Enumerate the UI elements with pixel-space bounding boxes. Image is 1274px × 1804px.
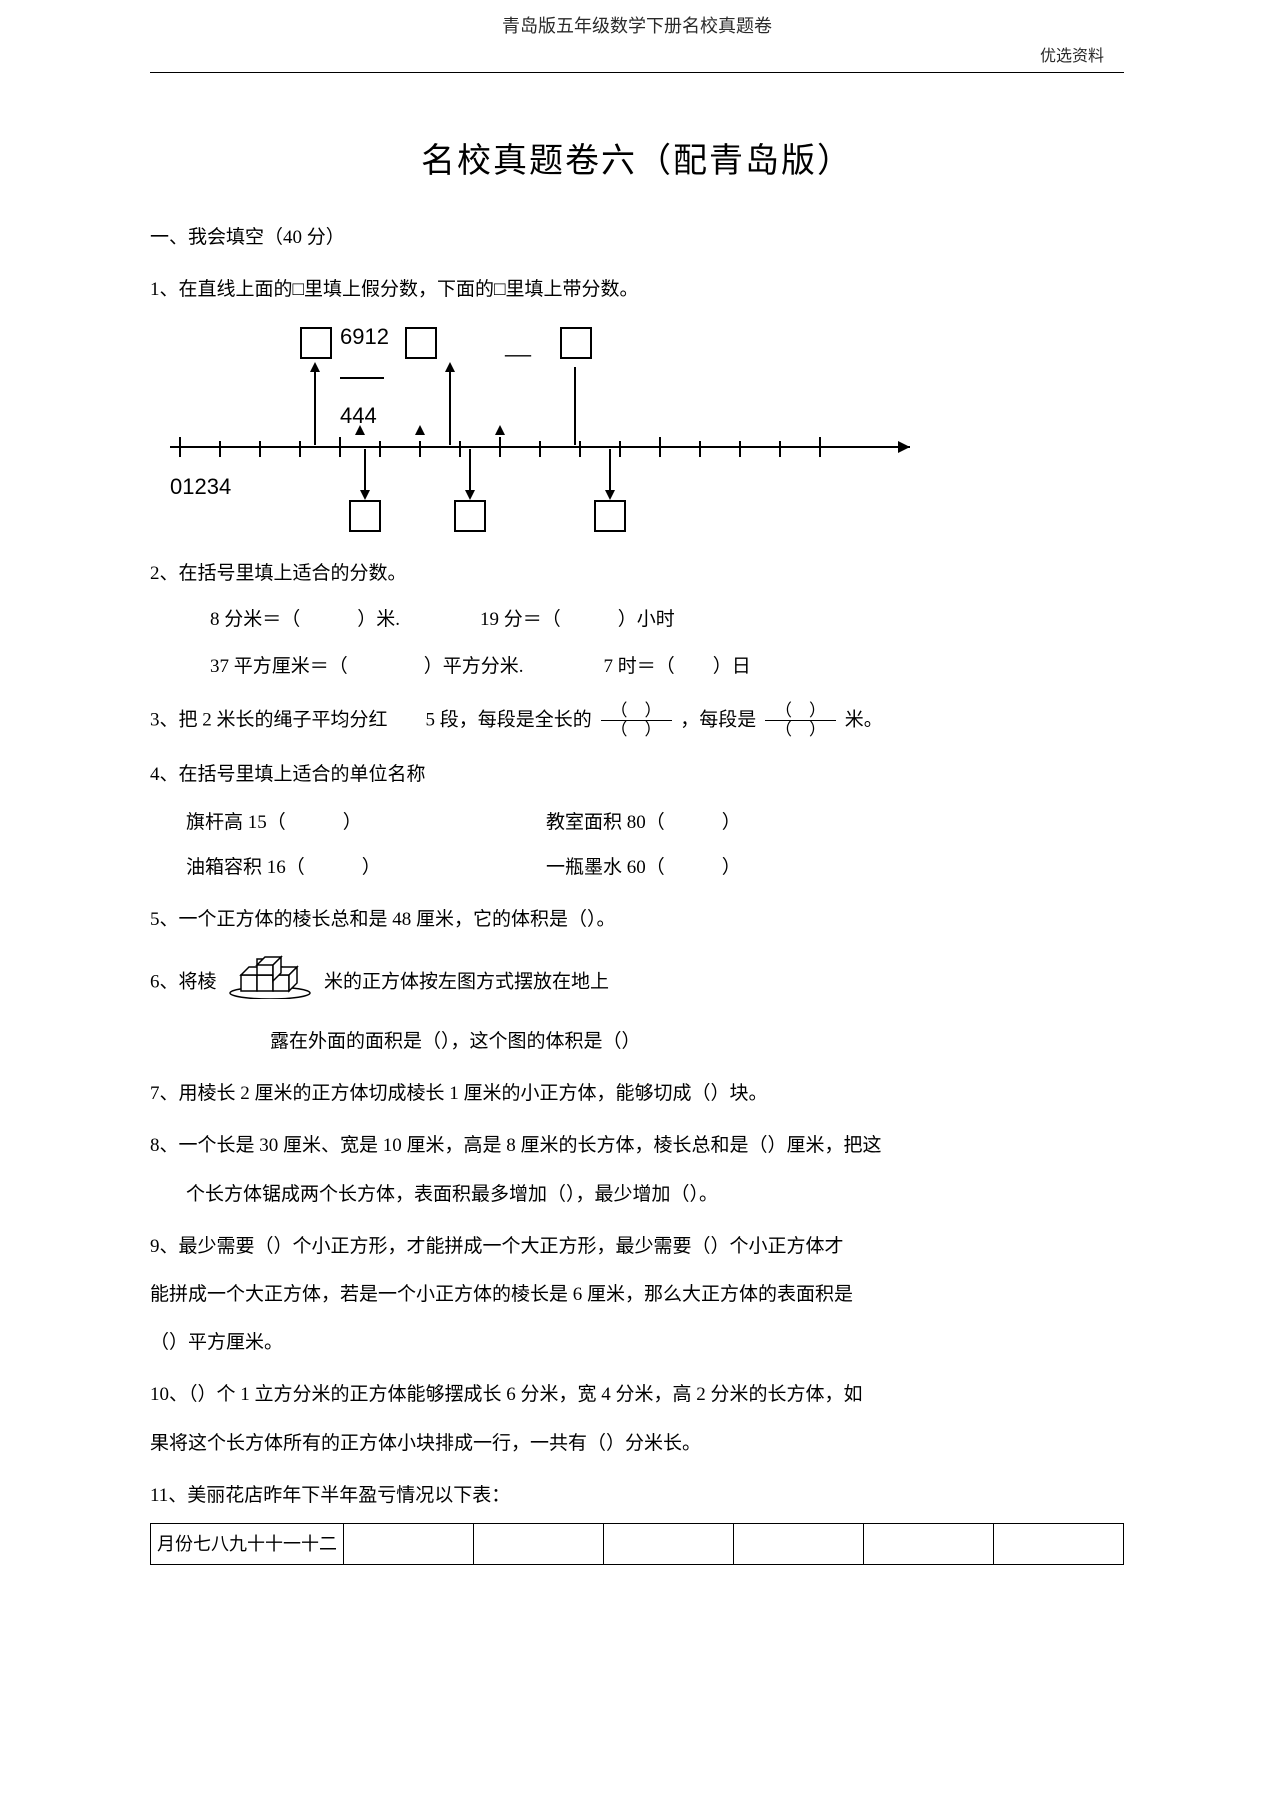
q2-r2b: 7 时＝（ ）日 xyxy=(604,650,751,684)
q6-line1-post: 米的正方体按左图方式摆放在地上 xyxy=(324,971,609,992)
q9-line1: 9、最少需要（）个小正方形，才能拼成一个大正方形，最少需要（）个小正方体才 xyxy=(150,1230,1124,1264)
q8-line2: 个长方体锯成两个长方体，表面积最多增加（），最少增加（）。 xyxy=(186,1178,1124,1212)
question-4-text: 4、在括号里填上适合的单位名称 xyxy=(150,764,426,785)
numline-svg xyxy=(150,317,1110,537)
q10-line1: 10、（）个 1 立方分米的正方体能够摆成长 6 分米，宽 4 分米，高 2 分… xyxy=(150,1378,1124,1412)
q11-cell-6 xyxy=(864,1523,994,1564)
question-7: 7、用棱长 2 厘米的正方体切成棱长 1 厘米的小正方体，能够切成（）块。 xyxy=(150,1077,1124,1111)
q4-a: 旗杆高 15（ ） xyxy=(186,806,486,840)
q2-row2: 37 平方厘米＝（ ）平方分米. 7 时＝（ ）日 xyxy=(210,650,1124,684)
q4-d: 一瓶墨水 60（ ） xyxy=(546,851,846,885)
q11-cell-3 xyxy=(474,1523,604,1564)
question-1-text: 1、在直线上面的□里填上假分数，下面的□里填上带分数。 xyxy=(150,279,638,300)
page-title: 名校真题卷六（配青岛版） xyxy=(150,133,1124,182)
q3-frac2: （ ） （ ） xyxy=(765,702,836,740)
question-2: 2、在括号里填上适合的分数。 8 分米＝（ ）米. 19 分＝（ ）小时 37 … xyxy=(150,557,1124,684)
question-11: 11、美丽花店昨年下半年盈亏情况以下表： 月份七八九十十一十二 xyxy=(150,1479,1124,1566)
q3-frac2-den: （ ） xyxy=(765,721,836,740)
question-9: 9、最少需要（）个小正方形，才能拼成一个大正方形，最少需要（）个小正方体才 能拼… xyxy=(150,1230,1124,1361)
q3-frac1: （ ） （ ） xyxy=(601,702,672,740)
q9-line3: （）平方厘米。 xyxy=(150,1326,1124,1360)
q11-cell-2 xyxy=(344,1523,474,1564)
question-8: 8、一个长是 30 厘米、宽是 10 厘米，高是 8 厘米的长方体，棱长总和是（… xyxy=(150,1129,1124,1211)
q6-line1-pre: 6、将棱 xyxy=(150,971,217,992)
q3-mid: ，每段是 xyxy=(680,709,756,730)
q11-cell-5 xyxy=(734,1523,864,1564)
q3-post: 米。 xyxy=(845,709,883,730)
q2-row1: 8 分米＝（ ）米. 19 分＝（ ）小时 xyxy=(210,603,1124,637)
q4-grid: 旗杆高 15（ ） 教室面积 80（ ） 油箱容积 16（ ） 一瓶墨水 60（… xyxy=(186,806,1124,884)
bottom-box-1 xyxy=(349,500,381,532)
question-2-text: 2、在括号里填上适合的分数。 xyxy=(150,563,407,584)
q3-pre: 3、把 2 米长的绳子平均分红 5 段，每段是全长的 xyxy=(150,709,592,730)
q11-cell-4 xyxy=(604,1523,734,1564)
q2-r1b: 19 分＝（ ）小时 xyxy=(480,603,675,637)
question-5: 5、一个正方体的棱长总和是 48 厘米，它的体积是（）。 xyxy=(150,903,1124,937)
q11-cell-1: 月份七八九十十一十二 xyxy=(151,1523,344,1564)
q3-frac1-num: （ ） xyxy=(601,702,672,722)
table-row: 月份七八九十十一十二 xyxy=(151,1523,1124,1564)
q4-c: 油箱容积 16（ ） xyxy=(186,851,486,885)
page-root: 青岛版五年级数学下册名校真题卷 优选资料 名校真题卷六（配青岛版） 一、我会填空… xyxy=(0,0,1274,1663)
q11-table: 月份七八九十十一十二 xyxy=(150,1523,1124,1565)
axis-labels: 01234 xyxy=(170,467,231,507)
q2-r2a: 37 平方厘米＝（ ）平方分米. xyxy=(210,650,524,684)
page-header-right: 优选资料 xyxy=(150,42,1124,66)
question-4: 4、在括号里填上适合的单位名称 旗杆高 15（ ） 教室面积 80（ ） 油箱容… xyxy=(150,758,1124,885)
q11-cell-7 xyxy=(994,1523,1124,1564)
q3-frac1-den: （ ） xyxy=(601,721,672,740)
cube-stack-icon xyxy=(227,955,313,1011)
q4-b: 教室面积 80（ ） xyxy=(546,806,846,840)
section-1-heading: 一、我会填空（40 分） xyxy=(150,222,1124,249)
header-rule xyxy=(150,72,1124,73)
question-6: 6、将棱 米的正方体按 xyxy=(150,955,1124,1059)
q11-text: 11、美丽花店昨年下半年盈亏情况以下表： xyxy=(150,1485,510,1506)
q2-r1a: 8 分米＝（ ）米. xyxy=(210,603,400,637)
q3-frac2-num: （ ） xyxy=(765,702,836,722)
bottom-box-2 xyxy=(454,500,486,532)
q6-line2: 露在外面的面积是（），这个图的体积是（） xyxy=(270,1025,1124,1059)
q9-line2: 能拼成一个大正方体，若是一个小正方体的棱长是 6 厘米，那么大正方体的表面积是 xyxy=(150,1278,1124,1312)
bottom-box-3 xyxy=(594,500,626,532)
page-header-center: 青岛版五年级数学下册名校真题卷 xyxy=(150,12,1124,38)
question-10: 10、（）个 1 立方分米的正方体能够摆成长 6 分米，宽 4 分米，高 2 分… xyxy=(150,1378,1124,1460)
q8-line1: 8、一个长是 30 厘米、宽是 10 厘米，高是 8 厘米的长方体，棱长总和是（… xyxy=(150,1135,882,1156)
question-1: 1、在直线上面的□里填上假分数，下面的□里填上带分数。 6912 444 — xyxy=(150,273,1124,537)
number-line-figure: 6912 444 — xyxy=(150,317,1124,537)
question-3: 3、把 2 米长的绳子平均分红 5 段，每段是全长的 （ ） （ ） ，每段是 … xyxy=(150,702,1124,740)
q10-line2: 果将这个长方体所有的正方体小块排成一行，一共有（）分米长。 xyxy=(150,1427,1124,1461)
